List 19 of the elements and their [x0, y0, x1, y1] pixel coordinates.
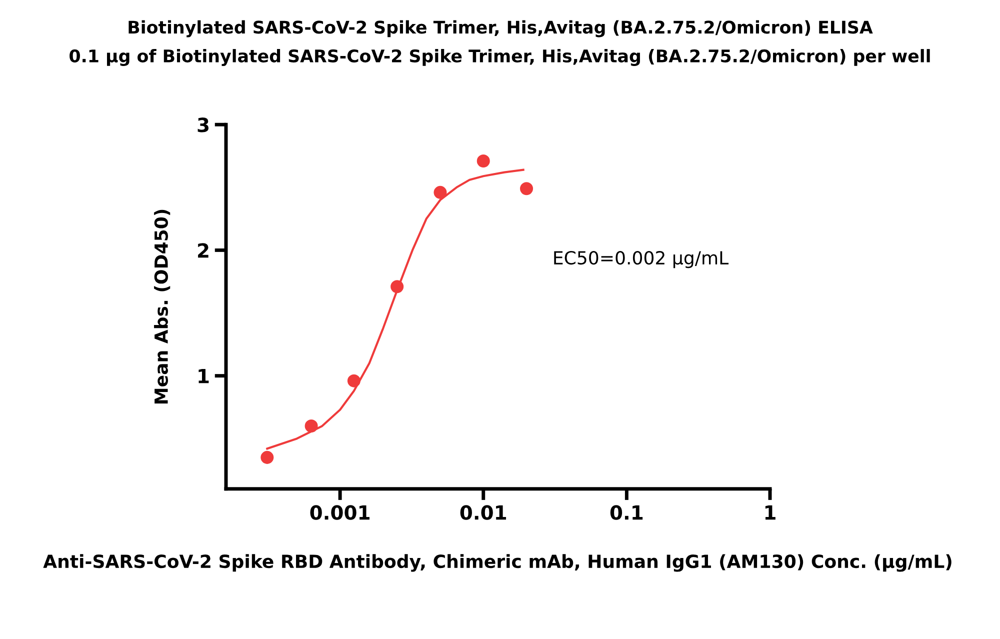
x-tick-label: 0.01 [460, 505, 506, 520]
point [260, 450, 274, 464]
chart-subtitle: 0.1 µg of Biotinylated SARS-CoV-2 Spike Trimer, His,Avitag (BA.2.75.2/Omicron) per well [70, 49, 930, 66]
point [347, 374, 360, 388]
annotation: EC50=0.002 µg/mL [554, 250, 729, 268]
y-axis-title: Mean Abs. (OD450) [154, 210, 170, 404]
x-tick-label: 1 [765, 505, 776, 520]
x-tick-label: 0.1 [610, 505, 643, 520]
point [390, 280, 404, 294]
y-tick-label: 2 [198, 243, 208, 258]
point [434, 186, 447, 199]
point [476, 154, 490, 168]
y-tick-label: 1 [198, 369, 209, 384]
point [520, 182, 534, 196]
x-tick-label: 0.001 [310, 505, 370, 520]
chart-title: Biotinylated SARS-CoV-2 Spike Trimer, His,Avitag (BA.2.75.2/Omicron) ELISA [128, 20, 873, 38]
x-axis-title: Anti-SARS-CoV-2 Spike RBD Antibody, Chimeric mAb, Human IgG1 (AM130) Conc. (µg/mL) [43, 554, 952, 572]
y-tick-label: 3 [198, 118, 208, 132]
point [304, 420, 318, 433]
